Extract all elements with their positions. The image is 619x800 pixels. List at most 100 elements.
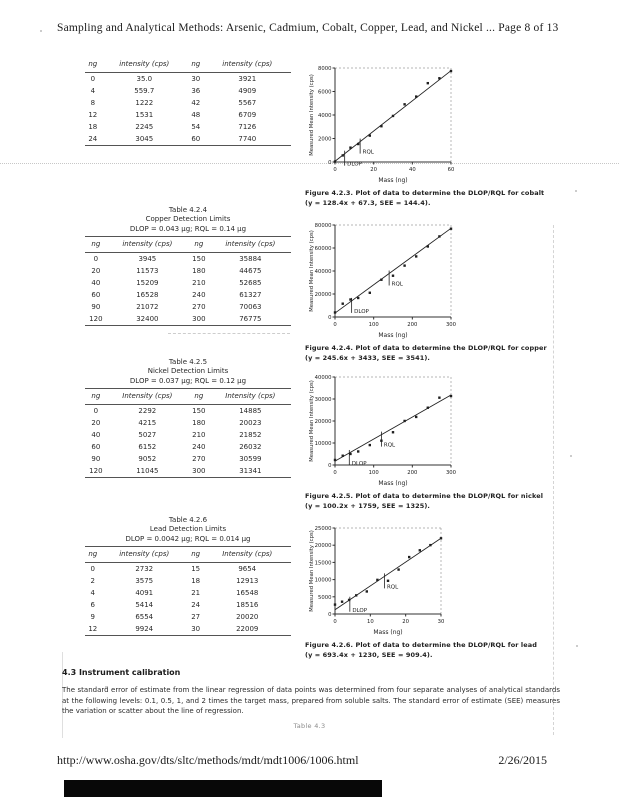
data-point: [391, 114, 395, 118]
table-cell: 21: [191, 589, 201, 598]
table-cell: 42: [191, 99, 201, 107]
x-tick-label: 20: [370, 167, 377, 173]
column-header: ng: [187, 548, 204, 564]
table-cell: 12913: [236, 577, 259, 586]
y-tick-label: 5000: [318, 595, 332, 601]
data-point: [426, 406, 429, 409]
column-header: Intensity (cps): [203, 548, 291, 564]
data-point: [426, 245, 429, 248]
x-tick-label: 200: [407, 470, 418, 476]
table-cell: 11573: [136, 267, 159, 276]
table-cell: 20: [91, 267, 101, 276]
figure-caption: Figure 4.2.6. Plot of data to determine …: [305, 641, 550, 661]
table-cell: 52685: [239, 279, 262, 288]
table-cell: 9052: [138, 455, 157, 464]
table-header-row: ng Intensity (cps) ng Intensity (cps): [85, 390, 291, 406]
column-header: ng: [85, 548, 101, 564]
section-instrument-calibration: 4.3 Instrument calibration The standard …: [62, 668, 560, 717]
y-tick-label: 2000: [318, 137, 332, 143]
table-row: 120 11045 300 31341: [85, 465, 291, 478]
scan-speck: [570, 455, 572, 457]
table-cell: 90: [91, 303, 101, 312]
continuation-note: Table 4.3: [293, 722, 326, 730]
figure-cobalt: 0 2000 4000 6000 8000 0 20 40 60 Mass (ng) Measure…: [305, 62, 550, 209]
y-tick-label: 25000: [315, 526, 332, 532]
table-cell: 40: [91, 279, 101, 288]
y-tick-label: 40000: [315, 269, 332, 275]
table-row: 0 35.0 30 3921: [85, 73, 291, 86]
data-point: [415, 95, 418, 98]
data-point: [438, 77, 441, 80]
data-point: [449, 394, 453, 398]
table-row: 4 559.7 36 4909: [85, 85, 291, 97]
column-header: intensity (cps): [100, 548, 188, 564]
data-point: [403, 103, 406, 106]
table-cell: 16528: [136, 291, 159, 300]
axis-lines: [334, 528, 441, 615]
table-cell: 9: [90, 613, 96, 622]
table-cell: 20023: [239, 419, 262, 428]
data-point: [333, 458, 337, 462]
scan-artifact-vertical-line: [553, 225, 554, 735]
table-cell: 18516: [236, 601, 259, 610]
y-tick-label: 0: [328, 160, 332, 166]
annotation-label: RQL: [384, 443, 396, 449]
table-cell: 21852: [239, 431, 262, 440]
chart-svg: 0 20000 40000 60000 80000 0 100 200 300 Mass (ng)…: [309, 223, 457, 339]
table-cell: 48: [191, 111, 201, 119]
column-header: ng: [187, 390, 210, 406]
data-point: [365, 590, 368, 593]
table-cell: 5027: [138, 431, 157, 440]
y-tick-label: 80000: [315, 223, 332, 229]
table-title: Table 4.2.4 Copper Detection Limits DLOP =…: [85, 206, 291, 238]
table-title-line: Lead Detection Limits: [149, 525, 227, 534]
x-tick-label: 300: [446, 322, 457, 328]
column-header: intensity (cps): [209, 238, 291, 254]
data-point: [426, 81, 429, 85]
table-title-line: Copper Detection Limits: [145, 215, 231, 224]
table-cell: 8: [90, 99, 96, 107]
table-cell: 2732: [135, 565, 154, 574]
data-point: [449, 227, 453, 230]
table-cell: 21072: [136, 303, 159, 312]
table-row: 40 5027 210 21852: [85, 429, 291, 441]
table-row: 60 6152 240 26032: [85, 441, 291, 453]
table-nickel-detection-limits: Table 4.2.5 Nickel Detection Limits DLOP =…: [85, 358, 291, 479]
y-tick-label: 8000: [318, 66, 332, 72]
table-row: 24 3045 60 7740: [85, 133, 291, 146]
table-cell: 20020: [236, 613, 259, 622]
table-lead-detection-limits: Table 4.2.6 Lead Detection Limits DLOP = 0…: [85, 516, 291, 637]
table-cell: 6709: [238, 111, 257, 119]
table-cell: 180: [192, 419, 206, 428]
data-point: [415, 255, 418, 258]
y-tick-label: 0: [328, 463, 332, 469]
table-cell: 300: [192, 467, 206, 476]
table-cobalt-data: ng intensity (cps) ng intensity (cps) 0 35.0 3…: [85, 58, 291, 146]
table-cell: 90: [91, 455, 101, 464]
table-row: 20 11573 180 44675: [85, 265, 291, 277]
table-cell: 240: [192, 443, 206, 452]
x-tick-label: 0: [333, 470, 337, 476]
table-cell: 2245: [135, 123, 154, 131]
table-cell: 3921: [238, 75, 257, 83]
data-point: [368, 443, 371, 447]
table-cell: 35.0: [136, 75, 153, 83]
footer-url: http://www.osha.gov/dts/sltc/methods/mdt…: [57, 753, 359, 767]
table-cell: 12: [88, 625, 98, 634]
table-cell: 9654: [238, 565, 257, 574]
table-cell: 0: [90, 75, 96, 83]
table-copper-detection-limits: Table 4.2.4 Copper Detection Limits DLOP =…: [85, 206, 291, 327]
table-row: 40 15209 210 52685: [85, 277, 291, 289]
table-title-line: DLOP = 0.0042 µg; RQL = 0.014 µg: [125, 534, 251, 543]
table-cell: 210: [192, 431, 206, 440]
data-point: [397, 568, 400, 571]
annotation-label: RQL: [387, 584, 399, 590]
table-cell: 1222: [135, 99, 154, 107]
table-cell: 270: [192, 303, 206, 312]
figure-caption-line2: (y = 693.4x + 1230, SEE = 909.4).: [305, 650, 433, 659]
table-row: 60 16528 240 61327: [85, 289, 291, 301]
page-header: Sampling and Analytical Methods: Arsenic…: [57, 22, 559, 34]
table-title-line: DLOP = 0.043 µg; RQL = 0.14 µg: [129, 224, 247, 233]
lead-scatter-plot: 0 5000 10000 15000 20000 25000 0 10 20 30 Mass (ng…: [305, 522, 447, 638]
table-cell: 4909: [238, 87, 257, 95]
